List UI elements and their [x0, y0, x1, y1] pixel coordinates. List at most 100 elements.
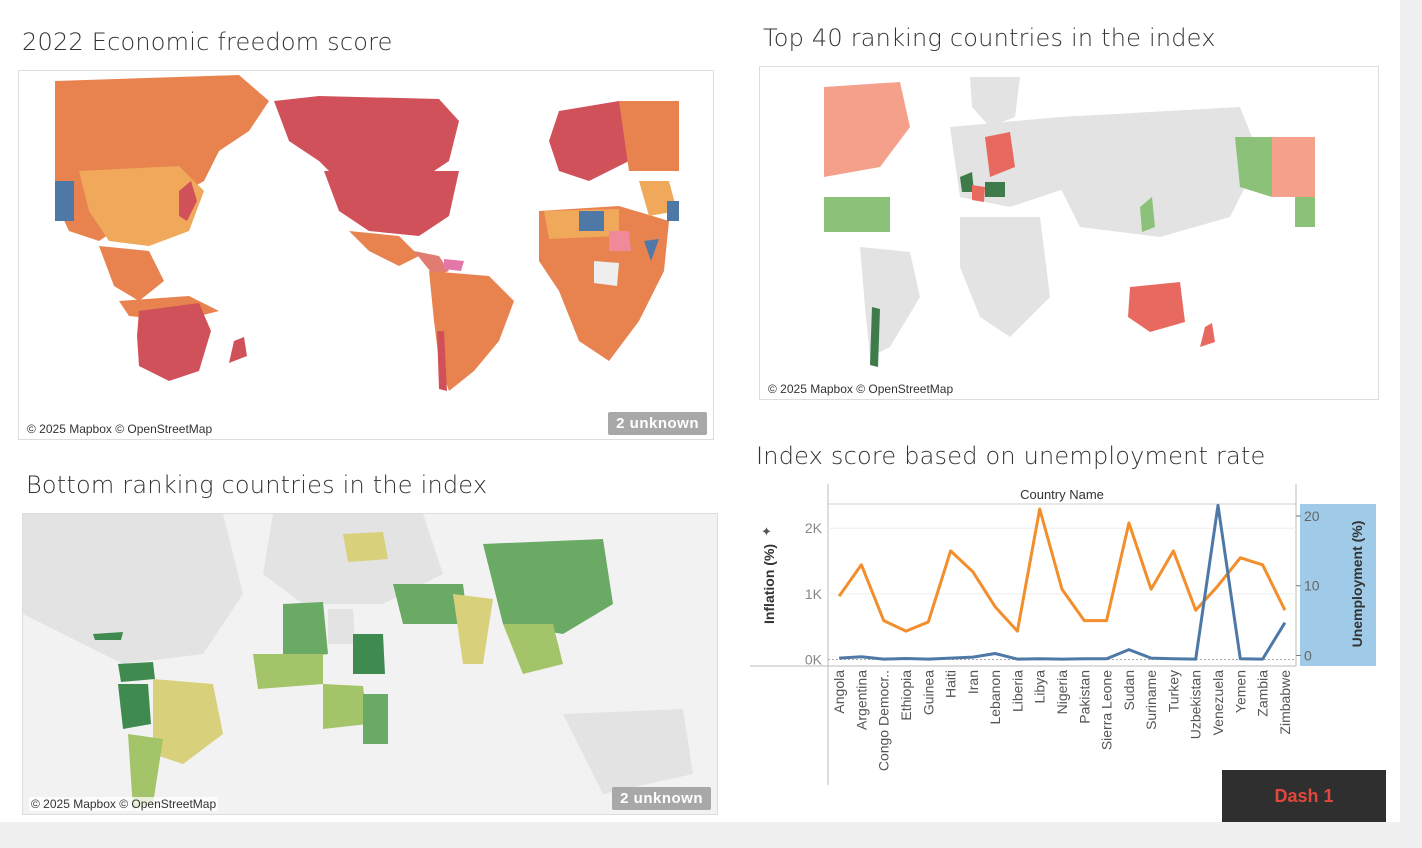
top40-nz: [1200, 323, 1215, 347]
top40-map[interactable]: © 2025 Mapbox © OpenStreetMap: [759, 66, 1379, 400]
economic-freedom-title: 2022 Economic freedom score: [22, 28, 393, 56]
congo-region: [594, 261, 619, 286]
usa-region: [324, 171, 459, 236]
category-label: Nigeria: [1054, 670, 1070, 715]
bottom-libya: [328, 609, 355, 644]
category-label: Iran: [965, 670, 981, 694]
dashboard: 2022 Economic freedom score: [0, 0, 1400, 822]
series-line: [837, 507, 1287, 633]
japan-region: [179, 181, 197, 221]
bottom-india: [453, 594, 493, 664]
left-tick-label: 0K: [805, 651, 823, 667]
unknown-badge[interactable]: 2 unknown: [612, 787, 711, 810]
top40-chile: [870, 307, 880, 367]
category-label: Haiti: [943, 670, 959, 698]
unemployment-chart-canvas: Country Name 2K 1K 0K 20 10 0 Inflation (%) Unem…: [750, 484, 1376, 785]
dash-1-button[interactable]: Dash 1: [1222, 770, 1386, 822]
right-tick-label: 0: [1304, 648, 1312, 664]
right-axis-title: Unemployment (%): [1349, 521, 1365, 648]
top40-asia: [1060, 107, 1260, 237]
top40-canada-east: [1272, 137, 1315, 197]
bottom-map[interactable]: © 2025 Mapbox © OpenStreetMap 2 unknown: [22, 513, 718, 815]
category-label: Suriname: [1143, 670, 1159, 730]
somalia-region: [644, 239, 659, 261]
unemployment-axis-highlight: [1300, 504, 1376, 666]
series-line: [839, 503, 1287, 661]
bottom-sudan: [353, 634, 385, 674]
top40-australia: [1128, 282, 1185, 332]
left-tick-label: 1K: [805, 586, 823, 602]
top40-title: Top 40 ranking countries in the index: [763, 24, 1216, 52]
top40-canada: [824, 82, 910, 177]
category-label: Pakistan: [1076, 670, 1092, 724]
se-asia-region: [99, 246, 164, 301]
top40-alaska-green: [1235, 137, 1272, 197]
top40-uk: [960, 172, 974, 192]
bottom-se-asia: [503, 624, 563, 674]
category-label: Lebanon: [987, 670, 1003, 725]
new-zealand-region: [229, 337, 247, 363]
mexico-region: [349, 231, 419, 266]
top40-map-canvas: [760, 67, 1378, 399]
bottom-argentina: [128, 734, 163, 809]
category-label: Yemen: [1232, 670, 1248, 713]
bottom-west-africa: [253, 654, 323, 689]
bottom-congo: [323, 684, 368, 729]
russia-west-region: [619, 101, 679, 171]
bottom-east-africa: [363, 694, 388, 744]
category-label: Venezuela: [1210, 670, 1226, 736]
top40-africa: [960, 217, 1050, 337]
category-label: Sierra Leone: [1099, 670, 1115, 750]
top40-greenland: [970, 77, 1020, 127]
top40-europe-red: [972, 185, 985, 202]
map-credit[interactable]: © 2025 Mapbox © OpenStreetMap: [766, 382, 956, 396]
right-tick-label: 10: [1304, 578, 1320, 594]
pin-icon: ✦: [761, 525, 772, 540]
country-name-header: Country Name: [1020, 487, 1104, 502]
category-label: Angola: [831, 670, 847, 714]
unknown-badge[interactable]: 2 unknown: [608, 412, 707, 435]
bottom-australia: [563, 709, 693, 794]
economic-freedom-map-canvas: [19, 71, 713, 439]
bottom-map-canvas: [23, 514, 717, 814]
unemployment-chart[interactable]: Country Name 2K 1K 0K 20 10 0 Inflation (%) Unem…: [750, 480, 1380, 790]
europe-region: [549, 101, 639, 181]
category-label: Zimbabwe: [1277, 670, 1293, 735]
economic-freedom-map[interactable]: © 2025 Mapbox © OpenStreetMap 2 unknown: [18, 70, 714, 440]
bottom-cuba: [93, 632, 123, 640]
category-label: Zambia: [1255, 670, 1271, 717]
map-credit[interactable]: © 2025 Mapbox © OpenStreetMap: [29, 797, 219, 811]
iran-region: [667, 201, 679, 221]
chile-region: [437, 331, 447, 391]
bottom-peru: [118, 684, 151, 729]
bottom-north-america: [23, 514, 243, 664]
top40-usa: [824, 197, 890, 232]
map-credit[interactable]: © 2025 Mapbox © OpenStreetMap: [25, 422, 215, 436]
bottom-algeria: [283, 602, 328, 659]
category-label: Congo Democr..: [876, 670, 892, 771]
south-america-region: [429, 271, 514, 391]
top40-nordics: [985, 132, 1015, 177]
right-rail: [1400, 0, 1422, 822]
category-label: Sudan: [1121, 670, 1137, 710]
bottom-brazil: [153, 679, 223, 764]
bottom-venezuela: [118, 662, 155, 682]
category-label: Libya: [1032, 670, 1048, 704]
venezuela-region: [444, 259, 464, 271]
bottom-iran-pakistan: [393, 584, 468, 624]
libya-region: [579, 211, 604, 231]
top40-germany: [985, 182, 1005, 197]
unemployment-title: Index score based on unemployment rate: [756, 442, 1266, 470]
category-label: Turkey: [1165, 670, 1181, 712]
bottom-uzbekistan: [343, 532, 388, 562]
category-label: Liberia: [1009, 670, 1025, 712]
central-america-region: [414, 251, 449, 276]
alaska-canada-region: [274, 96, 459, 181]
australia-region: [137, 303, 211, 381]
category-label: Guinea: [920, 670, 936, 715]
left-axis-title: Inflation (%): [761, 544, 777, 624]
category-label: Uzbekistan: [1188, 670, 1204, 739]
top40-japan: [1140, 197, 1155, 232]
central-asia-region: [55, 181, 74, 221]
china-region: [79, 166, 204, 246]
